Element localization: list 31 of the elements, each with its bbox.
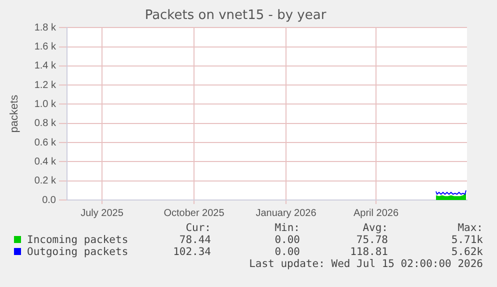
x-tick-label: April 2026	[353, 208, 399, 219]
x-tick-label: October 2025	[164, 208, 225, 219]
y-tick-label: 0.0	[42, 194, 56, 206]
legend-label: Incoming packets	[26, 234, 128, 246]
text: 0.00	[274, 234, 300, 246]
text: 0.00	[274, 246, 300, 258]
text: 75.78	[356, 234, 388, 246]
y-tick-label: 0.6 k	[34, 137, 57, 148]
y-tick-label: 1.0 k	[34, 98, 57, 110]
x-tick-label: January 2026	[256, 208, 317, 219]
y-tick-label: 1.4 k	[34, 60, 57, 72]
y-tick-label: 0.8 k	[34, 118, 57, 130]
text: Last update: Wed Jul 15 02:00:00 2026	[249, 258, 483, 270]
text: Cur:	[186, 222, 211, 234]
chart-title: Packets on vnet15 - by year	[144, 8, 327, 24]
y-tick-label: 1.8 k	[34, 22, 57, 34]
text: 5.62k	[451, 246, 483, 258]
text: 118.81	[350, 246, 388, 258]
y-tick-label: 0.4 k	[34, 156, 57, 168]
y-tick-label: 1.2 k	[34, 80, 57, 91]
text: 78.44	[179, 234, 211, 246]
text: 102.34	[173, 246, 211, 258]
legend-label: Outgoing packets	[26, 246, 128, 258]
text: 5.71k	[451, 234, 483, 246]
text: Avg:	[362, 222, 388, 234]
text: Max:	[458, 222, 483, 234]
text: Min:	[274, 222, 300, 234]
y-axis-title: packets	[8, 94, 21, 133]
y-tick-label: 0.2 k	[34, 176, 57, 187]
x-tick-label: July 2025	[80, 208, 124, 219]
y-tick-label: 1.6 k	[34, 42, 57, 53]
